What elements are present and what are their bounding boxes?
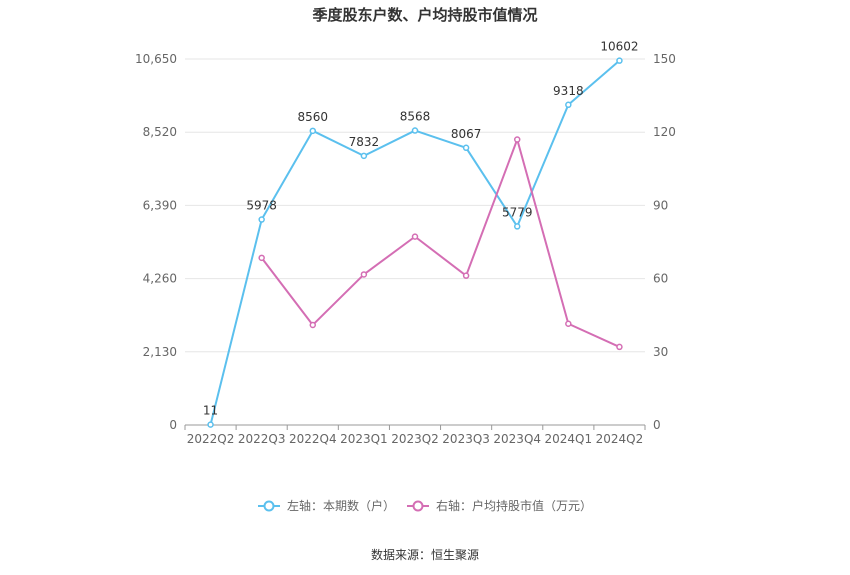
x-tick-label: 2024Q1 <box>545 432 593 446</box>
legend-label: 左轴：本期数（户） <box>287 498 395 513</box>
y-left-tick-label: 2,130 <box>143 345 177 359</box>
x-tick-label: 2024Q2 <box>596 432 644 446</box>
source-note: 数据来源：恒生聚源 <box>371 547 479 562</box>
point-left[interactable] <box>513 223 521 230</box>
point-left[interactable] <box>258 216 265 223</box>
y-left-tick-label: 4,260 <box>143 272 177 286</box>
y-left-tick-label: 6,390 <box>143 198 177 212</box>
data-label: 8560 <box>298 110 329 124</box>
data-label: 8568 <box>400 110 431 124</box>
x-tick-label: 2023Q3 <box>442 432 490 446</box>
x-tick-label: 2023Q2 <box>391 432 439 446</box>
y-right-tick-label: 120 <box>653 125 676 139</box>
series-lines <box>207 57 623 428</box>
y-left-tick-label: 10,650 <box>135 52 177 66</box>
point-left[interactable] <box>411 127 419 134</box>
legend-marker-icon <box>412 500 424 512</box>
data-label: 10602 <box>600 40 638 54</box>
legend-item-left-axis[interactable]: 左轴：本期数（户） <box>258 498 395 513</box>
point-right[interactable] <box>462 272 470 279</box>
x-tick-label: 2023Q1 <box>340 432 388 446</box>
x-tick-label: 2023Q4 <box>493 432 541 446</box>
point-right[interactable] <box>616 343 623 351</box>
y-right-tick-label: 60 <box>653 272 668 286</box>
x-tick-label: 2022Q4 <box>289 432 337 446</box>
x-tick-label: 2022Q2 <box>187 432 235 446</box>
point-left[interactable] <box>616 57 623 64</box>
point-left[interactable] <box>360 152 368 160</box>
y-left-tick-label: 0 <box>169 418 177 432</box>
gridlines <box>185 58 645 353</box>
point-right[interactable] <box>411 233 419 240</box>
legend-item-right-axis[interactable]: 右轴：户均持股市值（万元） <box>407 498 592 513</box>
series-line-right <box>260 138 620 348</box>
axes: 0 0 2,130 30 4,260 60 6,390 90 8,520 120 10,650 150… <box>135 52 676 446</box>
data-label: 8067 <box>451 127 482 141</box>
legend-label: 右轴：户均持股市值（万元） <box>436 498 592 513</box>
point-right[interactable] <box>309 321 317 329</box>
point-left[interactable] <box>462 144 470 152</box>
data-label: 5779 <box>502 205 533 219</box>
point-left[interactable] <box>207 421 214 428</box>
point-right[interactable] <box>513 136 521 143</box>
y-right-tick-label: 90 <box>653 198 668 212</box>
data-labels: 11 5978 8560 7832 8568 8067 5779 9318 10602 <box>203 40 639 418</box>
data-label: 9318 <box>553 84 584 98</box>
point-right[interactable] <box>565 320 572 327</box>
x-tick-label: 2022Q3 <box>238 432 286 446</box>
data-label: 7832 <box>349 135 380 149</box>
data-label: 5978 <box>246 199 277 213</box>
data-label: 11 <box>203 404 218 418</box>
legend-marker-icon <box>263 500 275 512</box>
point-left[interactable] <box>309 127 317 135</box>
y-right-tick-label: 0 <box>653 418 661 432</box>
y-right-tick-label: 150 <box>653 52 676 66</box>
y-right-tick-label: 30 <box>653 345 668 359</box>
y-left-tick-label: 8,520 <box>143 125 177 139</box>
chart-title: 季度股东户数、户均持股市值情况 <box>312 6 537 24</box>
point-right[interactable] <box>258 254 265 262</box>
point-left[interactable] <box>565 101 572 109</box>
point-right[interactable] <box>360 271 368 278</box>
legend[interactable]: 左轴：本期数（户） 右轴：户均持股市值（万元） <box>258 498 592 513</box>
